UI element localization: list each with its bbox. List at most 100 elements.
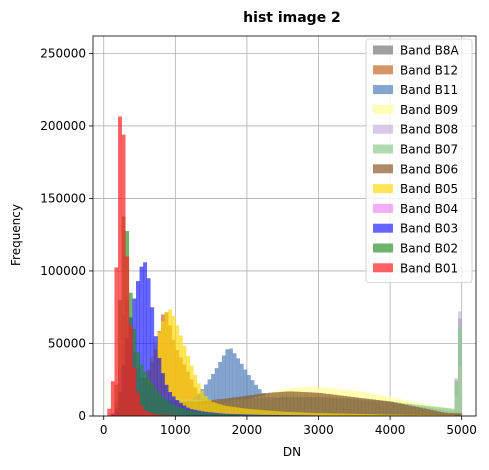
histogram-bar	[322, 413, 326, 416]
histogram-bar	[289, 412, 294, 416]
histogram-bar	[236, 396, 241, 416]
histogram-bar	[425, 409, 430, 416]
histogram-bar	[196, 411, 201, 416]
histogram-bar	[411, 406, 416, 416]
y-tick-label: 50000	[48, 336, 86, 350]
histogram-bar	[279, 391, 284, 416]
histogram-bar	[218, 361, 223, 416]
histogram-bar	[379, 414, 384, 416]
histogram-bar	[354, 413, 359, 416]
histogram-bar	[225, 406, 230, 416]
histogram-bar	[254, 414, 258, 416]
histogram-bar	[164, 415, 169, 416]
histogram-bar	[207, 412, 212, 416]
x-tick-label: 1000	[160, 423, 191, 437]
histogram-bar	[171, 315, 176, 416]
histogram-bar	[232, 407, 237, 416]
histogram-bar	[146, 278, 151, 416]
y-tick-label: 150000	[40, 191, 86, 205]
legend-swatch	[373, 184, 393, 194]
histogram-bar	[407, 405, 412, 416]
histogram-bar	[282, 391, 287, 416]
histogram-bar	[243, 369, 248, 416]
histogram-bar	[450, 413, 455, 416]
legend-label: Band B06	[400, 162, 458, 176]
histogram-bar	[161, 397, 165, 416]
histogram-bar	[279, 415, 284, 416]
histogram-bar	[325, 393, 330, 416]
histogram-bar	[343, 396, 348, 416]
histogram-bar	[339, 395, 344, 416]
histogram-bar	[275, 415, 280, 416]
histogram-bar	[157, 414, 162, 416]
histogram-bar	[282, 411, 287, 416]
legend-label: Band B02	[400, 242, 458, 256]
histogram-bar	[135, 281, 140, 416]
histogram-bar	[271, 392, 276, 416]
histogram-bar	[232, 397, 237, 416]
histogram-bar	[458, 327, 462, 416]
histogram-bar	[418, 414, 423, 416]
histogram-bar	[386, 401, 391, 416]
histogram-bar	[254, 409, 258, 416]
histogram-bar	[250, 414, 255, 416]
histogram-bar	[225, 349, 230, 416]
histogram-bar	[268, 415, 273, 416]
histogram-bar	[268, 410, 273, 416]
histogram-bar	[454, 413, 459, 416]
histogram-bar	[332, 394, 337, 416]
histogram-bar	[271, 415, 276, 416]
axes-frame	[92, 35, 477, 417]
histogram-bar	[372, 399, 377, 416]
histogram-bar	[246, 408, 251, 416]
legend-label: Band B12	[400, 63, 458, 77]
histogram-bar	[257, 394, 262, 416]
histogram-bar	[433, 415, 437, 416]
axes: 0 1000 2000 3000 4000 50000500001000001500002…	[40, 35, 477, 437]
y-tick-label: 0	[78, 409, 86, 423]
histogram-bar	[400, 414, 405, 416]
histogram-bar	[243, 395, 248, 416]
y-axis-label: Frequency	[9, 204, 23, 266]
histogram-bar	[203, 412, 208, 416]
histogram-bar	[297, 391, 301, 416]
histogram-bar	[229, 348, 233, 416]
histogram-bar	[161, 373, 165, 416]
histogram-bar	[264, 410, 269, 416]
y-tick-label: 100000	[40, 264, 86, 278]
histogram-bar	[318, 413, 323, 416]
histogram-bar	[458, 413, 462, 416]
histogram-bar	[261, 410, 266, 416]
histogram-bar	[243, 408, 248, 416]
histogram-bar	[214, 403, 219, 416]
histogram-bar	[257, 414, 262, 416]
histogram-bar	[178, 335, 183, 416]
histogram-bar	[368, 414, 373, 416]
histogram-bar	[125, 256, 130, 416]
histogram-bar	[246, 414, 251, 416]
histogram-bar	[429, 415, 434, 416]
histogram-bar	[135, 392, 140, 416]
legend-swatch	[373, 263, 393, 273]
histogram-bar	[236, 414, 241, 416]
x-tick-label: 2000	[232, 423, 263, 437]
histogram-bar	[143, 410, 147, 416]
histogram-bar	[311, 392, 316, 416]
y-tick-label: 200000	[40, 119, 86, 133]
y-tick-label: 250000	[40, 46, 86, 60]
histogram-bar	[361, 414, 366, 416]
histogram-bar	[447, 413, 452, 416]
histogram-bar	[379, 400, 384, 416]
histogram-bar	[443, 407, 448, 416]
histogram-bar	[257, 409, 262, 416]
histogram-bar	[168, 402, 173, 416]
x-tick-label: 3000	[303, 423, 334, 437]
histogram-bar	[425, 414, 430, 416]
histogram-bar	[368, 399, 373, 416]
histogram-bar	[200, 412, 205, 416]
histogram-bar	[400, 404, 405, 416]
legend-swatch	[373, 144, 393, 154]
histogram-bar	[114, 267, 119, 416]
legend-box	[365, 38, 473, 284]
legend-swatch	[373, 164, 393, 174]
